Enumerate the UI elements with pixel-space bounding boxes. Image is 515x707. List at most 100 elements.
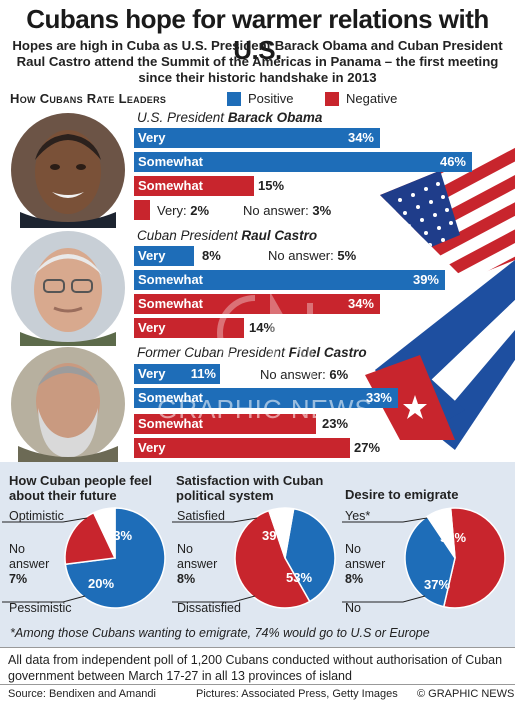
barack-obama-portrait (11, 113, 125, 228)
value: 6% (329, 367, 349, 382)
obama-somewhat-positive-bar: Somewhat 46% (134, 152, 472, 172)
pie-slice (442, 507, 506, 609)
raul-very-negative-value: 14% (249, 320, 276, 335)
obama-somewhat-negative-bar: Somewhat (134, 176, 254, 196)
fidel-castro-portrait (11, 347, 125, 462)
leader-line (342, 595, 426, 603)
fidel-somewhat-negative-bar: Somewhat (134, 414, 316, 434)
bar-value: 11% (190, 366, 216, 381)
label: No answer: (268, 248, 334, 263)
bar-label: Very (138, 248, 166, 263)
poll-methodology-note: All data from independent poll of 1,200 … (8, 653, 503, 683)
raul-castro-title: Cuban President (137, 228, 238, 243)
bar-label: Very (138, 320, 166, 335)
emigrate-pie-chart (342, 507, 506, 609)
obama-very-positive-bar: Very 34% (134, 128, 380, 148)
bar-value: 34% (347, 296, 374, 311)
cuba-flag-icon (365, 260, 515, 460)
page-subtitle: Hopes are high in Cuba as U.S. President… (12, 38, 503, 85)
emigrate-yes-label: Yes* (345, 509, 371, 523)
positive-legend-swatch (227, 92, 241, 106)
politics-positive-value: 39% (262, 528, 289, 543)
bar-label: Somewhat (138, 178, 204, 193)
value: 7% (9, 572, 28, 586)
fidel-castro-heading: Former Cuban President Fidel Castro (137, 345, 367, 360)
obama-very-negative-bar (134, 200, 150, 220)
label: Very: (157, 203, 187, 218)
raul-no-answer-text: No answer: 5% (268, 248, 356, 263)
fidel-somewhat-negative-value: 23% (322, 416, 349, 431)
raul-very-positive-value: 8% (202, 248, 221, 263)
future-pie-title: How Cuban people feel about their future (9, 473, 153, 503)
source-credit: Source: Bendixen and Amandi (8, 688, 156, 700)
pie-slice (64, 511, 117, 566)
future-pessimistic-label: Pessimistic (9, 601, 72, 615)
bar-label: Somewhat (138, 154, 204, 169)
politics-dissatisfied-label: Dissatisfied (177, 601, 241, 615)
emigrate-no-label: No (345, 601, 361, 615)
ratings-heading: How Cubans Rate Leaders (10, 91, 167, 106)
graphic-news-watermark (217, 291, 313, 380)
bar-label: Somewhat (138, 390, 204, 405)
page-title: Cubans hope for warmer relations with U.… (26, 4, 489, 65)
flags-illustration (365, 140, 515, 460)
value: 8% (177, 572, 196, 586)
pie-slice (267, 507, 295, 559)
value: 2% (190, 203, 210, 218)
obama-name: Barack Obama (227, 110, 323, 125)
fidel-no-answer-text: No answer: 6% (260, 367, 348, 382)
value: 3% (312, 203, 332, 218)
pie-slice (404, 515, 456, 608)
raul-castro-portrait (11, 231, 125, 346)
emigrate-negative-value: 55% (440, 530, 467, 545)
bar-value: 34% (347, 130, 374, 145)
bar-label: Somewhat (138, 296, 204, 311)
emigration-footnote: *Among those Cubans wanting to emigrate,… (10, 626, 430, 640)
emigrate-positive-value: 37% (424, 577, 451, 592)
pie-slice (426, 507, 456, 559)
label: No answer (345, 542, 386, 571)
fidel-very-negative-bar: Very (134, 438, 350, 458)
politics-no-answer-label: No answer 8% (177, 542, 217, 587)
copyright-credit: © GRAPHIC NEWS (417, 688, 515, 700)
leader-line (172, 595, 256, 603)
leader-line (2, 595, 86, 603)
raul-very-negative-bar: Very (134, 318, 244, 338)
value: 5% (337, 248, 357, 263)
fidel-castro-title: Former Cuban President (137, 345, 285, 360)
emigrate-pie-title: Desire to emigrate (345, 487, 459, 502)
bar-value: 39% (412, 272, 439, 287)
obama-somewhat-negative-value: 15% (258, 178, 285, 193)
bar-label: Very (138, 440, 166, 455)
fidel-very-positive-bar: Very 11% (134, 364, 220, 384)
pie-slice (234, 509, 311, 609)
raul-very-positive-bar: Very (134, 246, 194, 266)
fidel-very-negative-value: 27% (354, 440, 381, 455)
future-negative-value: 20% (88, 576, 115, 591)
label: No answer: (260, 367, 326, 382)
raul-castro-name: Raul Castro (241, 228, 318, 243)
pie-slice (284, 507, 336, 603)
label: No answer (9, 542, 50, 571)
emigrate-no-answer-label: No answer 8% (345, 542, 385, 587)
divider (0, 647, 515, 648)
negative-legend-label: Negative (346, 91, 398, 106)
future-positive-value: 73% (106, 528, 133, 543)
pie-slice (92, 507, 116, 559)
bar-label: Very (138, 366, 166, 381)
fidel-somewhat-positive-bar: Somewhat 33% (134, 388, 398, 408)
positive-legend-label: Positive (248, 91, 294, 106)
future-pie-chart (2, 507, 166, 609)
label: No answer (177, 542, 218, 571)
politics-satisfied-label: Satisfied (177, 509, 225, 523)
leader-line (172, 517, 258, 523)
obama-no-answer-text: No answer: 3% (243, 203, 331, 218)
leader-line (342, 517, 428, 523)
politics-negative-value: 53% (286, 570, 313, 585)
bar-value: 46% (439, 154, 466, 169)
bar-label: Somewhat (138, 272, 204, 287)
raul-somewhat-negative-bar: Somewhat 34% (134, 294, 380, 314)
obama-heading: U.S. President Barack Obama (137, 110, 322, 125)
bar-value: 33% (365, 390, 392, 405)
divider (0, 684, 515, 685)
